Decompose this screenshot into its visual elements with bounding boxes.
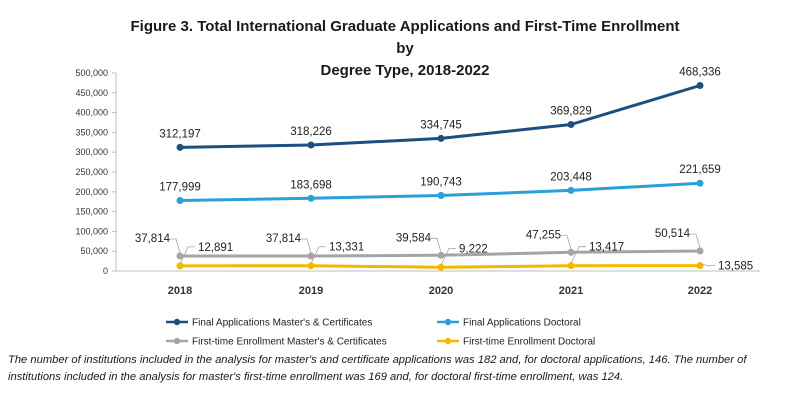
data-point: [307, 262, 315, 270]
data-label: 369,829: [550, 106, 592, 118]
data-label: 221,659: [679, 164, 721, 176]
data-point: [567, 121, 575, 128]
line-chart: 0 50,000 100,000 150,000 200,000 250,000 300,0…: [75, 67, 760, 348]
data-label: 50,514: [655, 228, 691, 240]
data-point: [567, 262, 575, 270]
data-label: 334,745: [420, 119, 462, 131]
data-point: [307, 141, 315, 149]
data-point: [437, 263, 445, 271]
legend-swatch-marker: [444, 318, 452, 326]
data-label-leader: [310, 246, 326, 264]
data-label-leader: [699, 263, 715, 267]
data-label-leader: [690, 233, 701, 249]
data-label: 13,331: [329, 242, 364, 254]
legend-label: First-time Enrollment Master's & Certifi…: [192, 337, 387, 348]
x-tick-label: 2021: [559, 285, 583, 297]
data-label: 9,222: [459, 243, 488, 255]
legend-label: First-time Enrollment Doctoral: [463, 337, 595, 348]
data-point: [176, 197, 184, 204]
data-label: 47,255: [526, 229, 561, 241]
chart-title-line1: Figure 3. Total International Graduate A…: [130, 18, 680, 57]
data-label-leader: [570, 246, 586, 264]
data-point: [307, 194, 315, 202]
data-point: [696, 82, 704, 89]
data-label: 177,999: [159, 182, 201, 194]
y-tick-label: 450,000: [75, 88, 108, 98]
data-label-leader: [170, 238, 181, 254]
data-point: [176, 262, 184, 270]
data-label-leader: [179, 246, 195, 265]
data-label-leader: [301, 238, 312, 254]
data-point: [567, 186, 575, 194]
data-label: 190,743: [420, 176, 462, 188]
legend-label: Final Applications Master's & Certificat…: [192, 318, 372, 329]
y-tick-label: 0: [103, 266, 108, 276]
y-tick-label: 50,000: [80, 246, 108, 256]
data-label: 183,698: [290, 179, 332, 191]
data-label: 468,336: [679, 67, 721, 79]
data-label-leader: [561, 234, 572, 250]
y-tick-label: 500,000: [75, 68, 108, 78]
data-point: [437, 251, 445, 259]
data-label: 318,226: [290, 126, 332, 138]
chart-title-line2: Degree Type, 2018-2022: [320, 62, 490, 79]
x-tick-label: 2019: [299, 285, 323, 297]
data-point: [437, 192, 445, 199]
data-point: [437, 134, 445, 142]
data-point: [696, 262, 704, 270]
x-tick-label: 2022: [688, 285, 712, 297]
data-point: [176, 252, 184, 260]
y-tick-label: 300,000: [75, 147, 108, 157]
y-tick-label: 400,000: [75, 108, 108, 118]
data-point: [696, 179, 704, 187]
data-label-leader: [440, 247, 456, 266]
data-label: 13,585: [718, 261, 753, 273]
data-label: 39,584: [396, 232, 432, 244]
data-point: [176, 143, 184, 151]
y-tick-label: 200,000: [75, 187, 108, 197]
data-label: 12,891: [198, 242, 233, 254]
data-point: [307, 252, 315, 260]
data-label: 13,417: [589, 242, 624, 254]
x-tick-label: 2018: [168, 285, 192, 297]
y-tick-label: 100,000: [75, 226, 108, 236]
chart-title: Figure 3. Total International Graduate A…: [120, 16, 690, 82]
data-point: [567, 248, 575, 256]
legend-swatch-marker: [173, 318, 181, 326]
legend-label: Final Applications Doctoral: [463, 318, 581, 329]
footnote: The number of institutions included in t…: [8, 354, 747, 383]
data-label-leader: [431, 237, 442, 253]
y-tick-label: 250,000: [75, 167, 108, 177]
legend-swatch-marker: [173, 337, 181, 345]
data-label: 37,814: [135, 233, 171, 245]
legend-swatch-marker: [444, 337, 452, 345]
data-label: 37,814: [266, 233, 302, 245]
data-label: 312,197: [159, 128, 201, 140]
data-label: 203,448: [550, 171, 592, 183]
data-point: [696, 247, 704, 255]
y-tick-label: 350,000: [75, 127, 108, 137]
x-tick-label: 2020: [429, 285, 453, 297]
y-tick-label: 150,000: [75, 207, 108, 217]
